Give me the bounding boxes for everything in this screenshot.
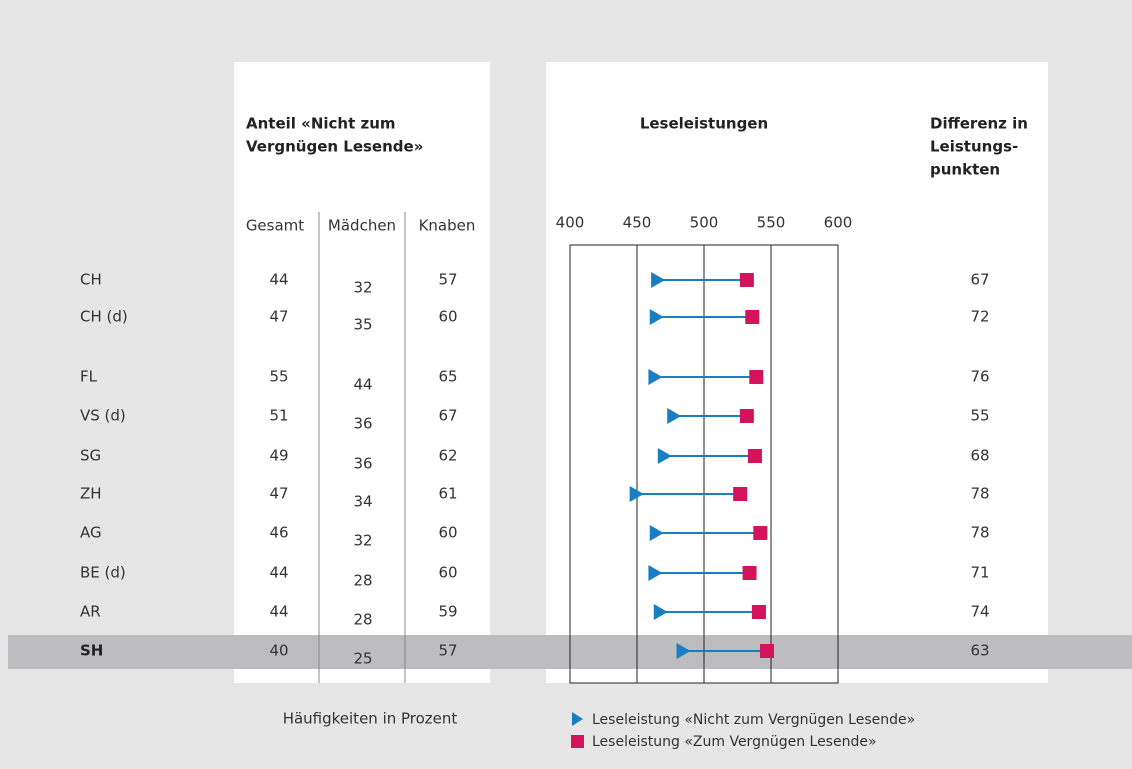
table-cell: 57: [438, 271, 457, 289]
square-marker: [759, 644, 774, 658]
triangle-marker: [651, 272, 666, 288]
row-label: CH: [80, 271, 102, 289]
share-title: Anteil «Nicht zum: [246, 115, 396, 133]
triangle-marker: [676, 643, 691, 659]
difference: 78: [970, 524, 989, 542]
difference: 78: [970, 485, 989, 503]
difference: 72: [970, 308, 989, 326]
triangle-marker: [648, 369, 663, 385]
square-marker: [751, 605, 766, 619]
triangle-marker: [648, 565, 663, 581]
row-label: AG: [80, 524, 102, 542]
table-cell: 28: [353, 611, 372, 629]
legend-label: Leseleistung «Nicht zum Vergnügen Lesend…: [592, 712, 915, 728]
row-label: AR: [80, 603, 101, 621]
row-label: VS (d): [80, 407, 126, 425]
table-cell: 60: [438, 524, 457, 542]
table-cell: 65: [438, 368, 457, 386]
table-cell: 35: [353, 316, 372, 334]
difference: 71: [970, 564, 989, 582]
difference: 68: [970, 447, 989, 465]
footnote: Häufigkeiten in Prozent: [283, 710, 458, 728]
row-label: FL: [80, 368, 98, 386]
square-marker: [742, 566, 757, 580]
table-cell: 32: [353, 279, 372, 297]
diff-title: punkten: [930, 161, 1000, 179]
table-cell: 44: [353, 376, 372, 394]
table-cell: 55: [269, 368, 288, 386]
table-cell: 47: [269, 308, 288, 326]
diff-title: Differenz in: [930, 115, 1028, 133]
chart-title: Leseleistungen: [640, 115, 768, 133]
row-label: SG: [80, 447, 101, 465]
row-label: SH: [80, 642, 103, 660]
triangle-marker: [657, 448, 672, 464]
table-cell: 51: [269, 407, 288, 425]
table-panel: [234, 62, 490, 683]
legend-marker: [572, 712, 583, 726]
table-cell: 67: [438, 407, 457, 425]
table-cell: 47: [269, 485, 288, 503]
square-marker: [745, 310, 760, 324]
column-header: Gesamt: [246, 217, 304, 235]
column-header: Knaben: [419, 217, 476, 235]
square-marker: [739, 273, 754, 287]
difference: 55: [970, 407, 989, 425]
triangle-marker: [667, 408, 682, 424]
legend-marker: [571, 735, 584, 748]
table-cell: 57: [438, 642, 457, 660]
table-cell: 49: [269, 447, 288, 465]
table-cell: 44: [269, 271, 288, 289]
table-cell: 60: [438, 308, 457, 326]
difference: 63: [970, 642, 989, 660]
table-cell: 25: [353, 650, 372, 668]
square-marker: [753, 526, 768, 540]
difference: 76: [970, 368, 989, 386]
table-cell: 44: [269, 603, 288, 621]
table-cell: 59: [438, 603, 457, 621]
x-tick-label: 600: [824, 214, 853, 232]
table-cell: 60: [438, 564, 457, 582]
table-cell: 36: [353, 455, 372, 473]
difference: 67: [970, 271, 989, 289]
column-header: Mädchen: [328, 217, 396, 235]
share-title: Vergnügen Lesende»: [246, 138, 423, 156]
row-label: BE (d): [80, 564, 126, 582]
table-cell: 61: [438, 485, 457, 503]
square-marker: [749, 370, 764, 384]
triangle-marker: [649, 309, 664, 325]
table-cell: 34: [353, 493, 372, 511]
x-tick-label: 450: [623, 214, 652, 232]
table-cell: 28: [353, 572, 372, 590]
chart-panel: [546, 62, 1048, 683]
table-cell: 32: [353, 532, 372, 550]
row-label: CH (d): [80, 308, 128, 326]
legend-label: Leseleistung «Zum Vergnügen Lesende»: [592, 734, 877, 750]
table-cell: 62: [438, 447, 457, 465]
difference: 74: [970, 603, 989, 621]
table-cell: 40: [269, 642, 288, 660]
x-tick-label: 400: [556, 214, 585, 232]
x-tick-label: 500: [690, 214, 719, 232]
triangle-marker: [649, 525, 664, 541]
table-cell: 44: [269, 564, 288, 582]
diff-title: Leistungs-: [930, 138, 1018, 156]
triangle-marker: [653, 604, 668, 620]
square-marker: [733, 487, 748, 501]
table-cell: 36: [353, 415, 372, 433]
row-label: ZH: [80, 485, 102, 503]
x-tick-label: 550: [757, 214, 786, 232]
triangle-marker: [629, 486, 644, 502]
table-cell: 46: [269, 524, 288, 542]
square-marker: [747, 449, 762, 463]
square-marker: [739, 409, 754, 423]
